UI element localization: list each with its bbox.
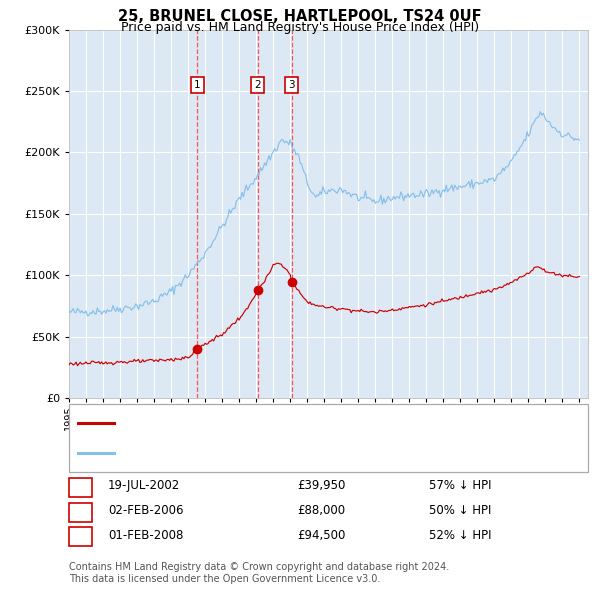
Text: 50% ↓ HPI: 50% ↓ HPI	[429, 504, 491, 517]
Text: 01-FEB-2008: 01-FEB-2008	[108, 529, 184, 542]
Text: Contains HM Land Registry data © Crown copyright and database right 2024.: Contains HM Land Registry data © Crown c…	[69, 562, 449, 572]
Text: Price paid vs. HM Land Registry's House Price Index (HPI): Price paid vs. HM Land Registry's House …	[121, 21, 479, 34]
Text: £88,000: £88,000	[297, 504, 345, 517]
Text: £94,500: £94,500	[297, 529, 346, 542]
Text: 52% ↓ HPI: 52% ↓ HPI	[429, 529, 491, 542]
Text: HPI: Average price, detached house, Hartlepool: HPI: Average price, detached house, Hart…	[120, 448, 384, 458]
Text: £39,950: £39,950	[297, 479, 346, 492]
Text: 25, BRUNEL CLOSE, HARTLEPOOL, TS24 0UF: 25, BRUNEL CLOSE, HARTLEPOOL, TS24 0UF	[118, 9, 482, 24]
Text: 1: 1	[77, 479, 84, 492]
Text: 3: 3	[77, 529, 84, 542]
Text: 57% ↓ HPI: 57% ↓ HPI	[429, 479, 491, 492]
Text: This data is licensed under the Open Government Licence v3.0.: This data is licensed under the Open Gov…	[69, 574, 380, 584]
Text: 19-JUL-2002: 19-JUL-2002	[108, 479, 180, 492]
Text: 1: 1	[194, 80, 200, 90]
Text: 3: 3	[289, 80, 295, 90]
Text: 2: 2	[254, 80, 261, 90]
Text: 25, BRUNEL CLOSE, HARTLEPOOL, TS24 0UF (detached house): 25, BRUNEL CLOSE, HARTLEPOOL, TS24 0UF (…	[120, 418, 469, 428]
Text: 02-FEB-2006: 02-FEB-2006	[108, 504, 184, 517]
Text: 2: 2	[77, 504, 84, 517]
